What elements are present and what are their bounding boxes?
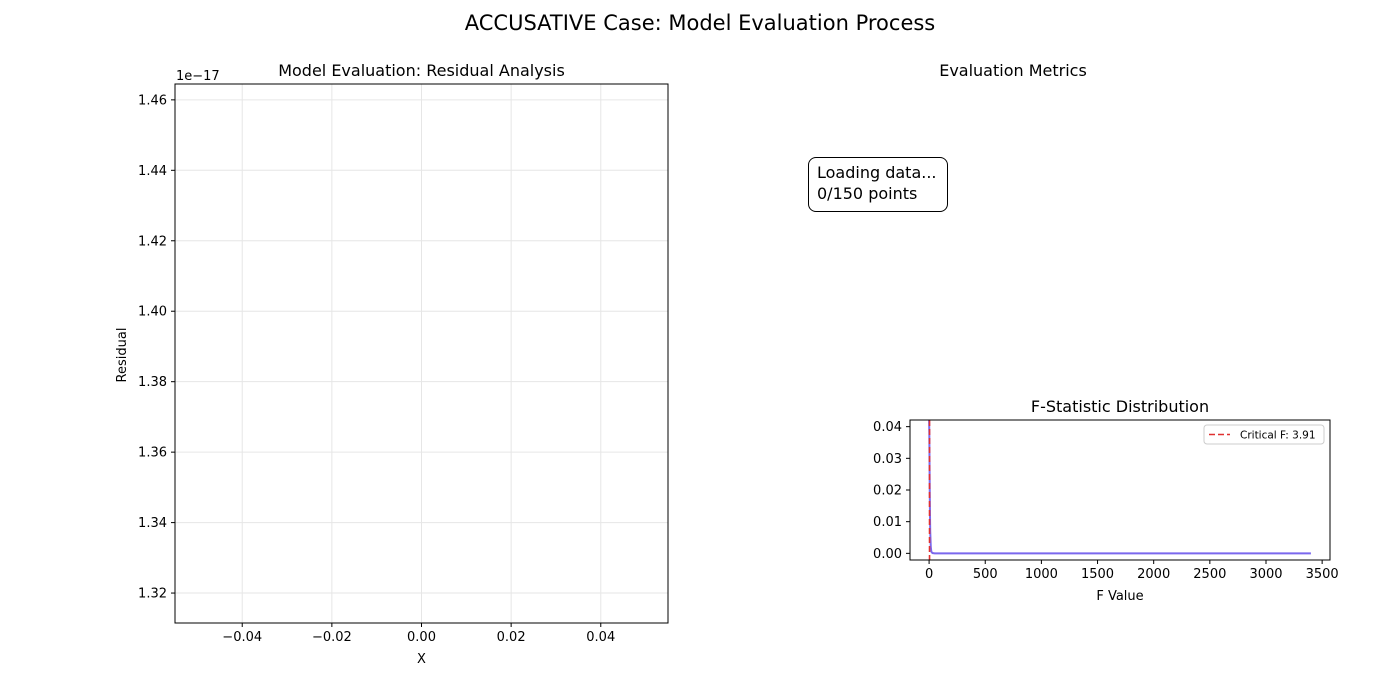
residual-y-tick-label: 1.42 xyxy=(138,234,167,249)
residual-x-tick-label: 0.04 xyxy=(586,630,615,645)
f-y-tick-label: 0.03 xyxy=(873,452,902,467)
f-x-tick-label: 3500 xyxy=(1306,567,1339,582)
residual-x-tick-label: −0.04 xyxy=(222,630,262,645)
residual-y-tick-label: 1.44 xyxy=(138,164,167,179)
f-y-tick-label: 0.00 xyxy=(873,547,902,562)
f-distribution-lines xyxy=(928,419,1311,560)
residual-x-axis-label: X xyxy=(417,652,426,667)
f-x-tick-label: 500 xyxy=(973,567,998,582)
f-x-tick-label: 1500 xyxy=(1081,567,1114,582)
loading-status-box: Loading data... 0/150 points xyxy=(808,157,948,212)
residual-x-tick-label: 0.00 xyxy=(407,630,436,645)
legend-critical-label: Critical F: 3.91 xyxy=(1240,430,1316,442)
residual-y-tick-label: 1.46 xyxy=(138,93,167,108)
residual-y-offset-label: 1e−17 xyxy=(176,69,220,84)
residual-chart: Model Evaluation: Residual Analysis −0.0… xyxy=(115,61,669,667)
residual-y-axis-label: Residual xyxy=(115,328,130,383)
f-distribution-x-ticks: 0 500 1000 1500 2000 2500 3000 3500 xyxy=(925,560,1339,582)
residual-y-tick-label: 1.38 xyxy=(138,375,167,390)
metrics-panel-title: Evaluation Metrics xyxy=(939,61,1087,80)
f-x-tick-label: 2000 xyxy=(1137,567,1170,582)
residual-y-ticks: 1.32 1.34 1.36 1.38 1.40 1.42 1.44 1.46 xyxy=(138,93,175,602)
f-x-tick-label: 2500 xyxy=(1193,567,1226,582)
loading-progress-text: 0/150 points xyxy=(817,184,918,203)
f-y-tick-label: 0.01 xyxy=(873,515,902,530)
residual-x-ticks: −0.04 −0.02 0.00 0.02 0.04 xyxy=(222,623,615,645)
f-x-tick-label: 0 xyxy=(925,567,933,582)
f-distribution-title: F-Statistic Distribution xyxy=(1031,397,1209,416)
f-y-tick-label: 0.02 xyxy=(873,484,902,499)
residual-grid xyxy=(175,84,668,623)
f-x-tick-label: 3000 xyxy=(1249,567,1282,582)
residual-x-tick-label: 0.02 xyxy=(497,630,526,645)
f-distribution-x-axis-label: F Value xyxy=(1096,589,1143,604)
residual-x-tick-label: −0.02 xyxy=(312,630,352,645)
loading-status-text: Loading data... xyxy=(817,163,937,182)
legend-frame xyxy=(1203,424,1325,445)
residual-y-tick-label: 1.32 xyxy=(138,587,167,602)
residual-y-tick-label: 1.34 xyxy=(138,516,167,531)
residual-y-tick-label: 1.36 xyxy=(138,446,167,461)
residual-chart-title: Model Evaluation: Residual Analysis xyxy=(278,61,565,80)
f-distribution-y-ticks: 0.00 0.01 0.02 0.03 0.04 xyxy=(873,420,910,562)
f-x-tick-label: 1000 xyxy=(1025,567,1058,582)
f-distribution-chart: F-Statistic Distribution 0 500 1000 1500 200… xyxy=(873,397,1339,604)
f-y-tick-label: 0.04 xyxy=(873,420,902,435)
figure-title: ACCUSATIVE Case: Model Evaluation Proces… xyxy=(465,11,936,35)
residual-y-tick-label: 1.40 xyxy=(138,305,167,320)
f-distribution-legend: Critical F: 3.91 xyxy=(1203,424,1325,445)
